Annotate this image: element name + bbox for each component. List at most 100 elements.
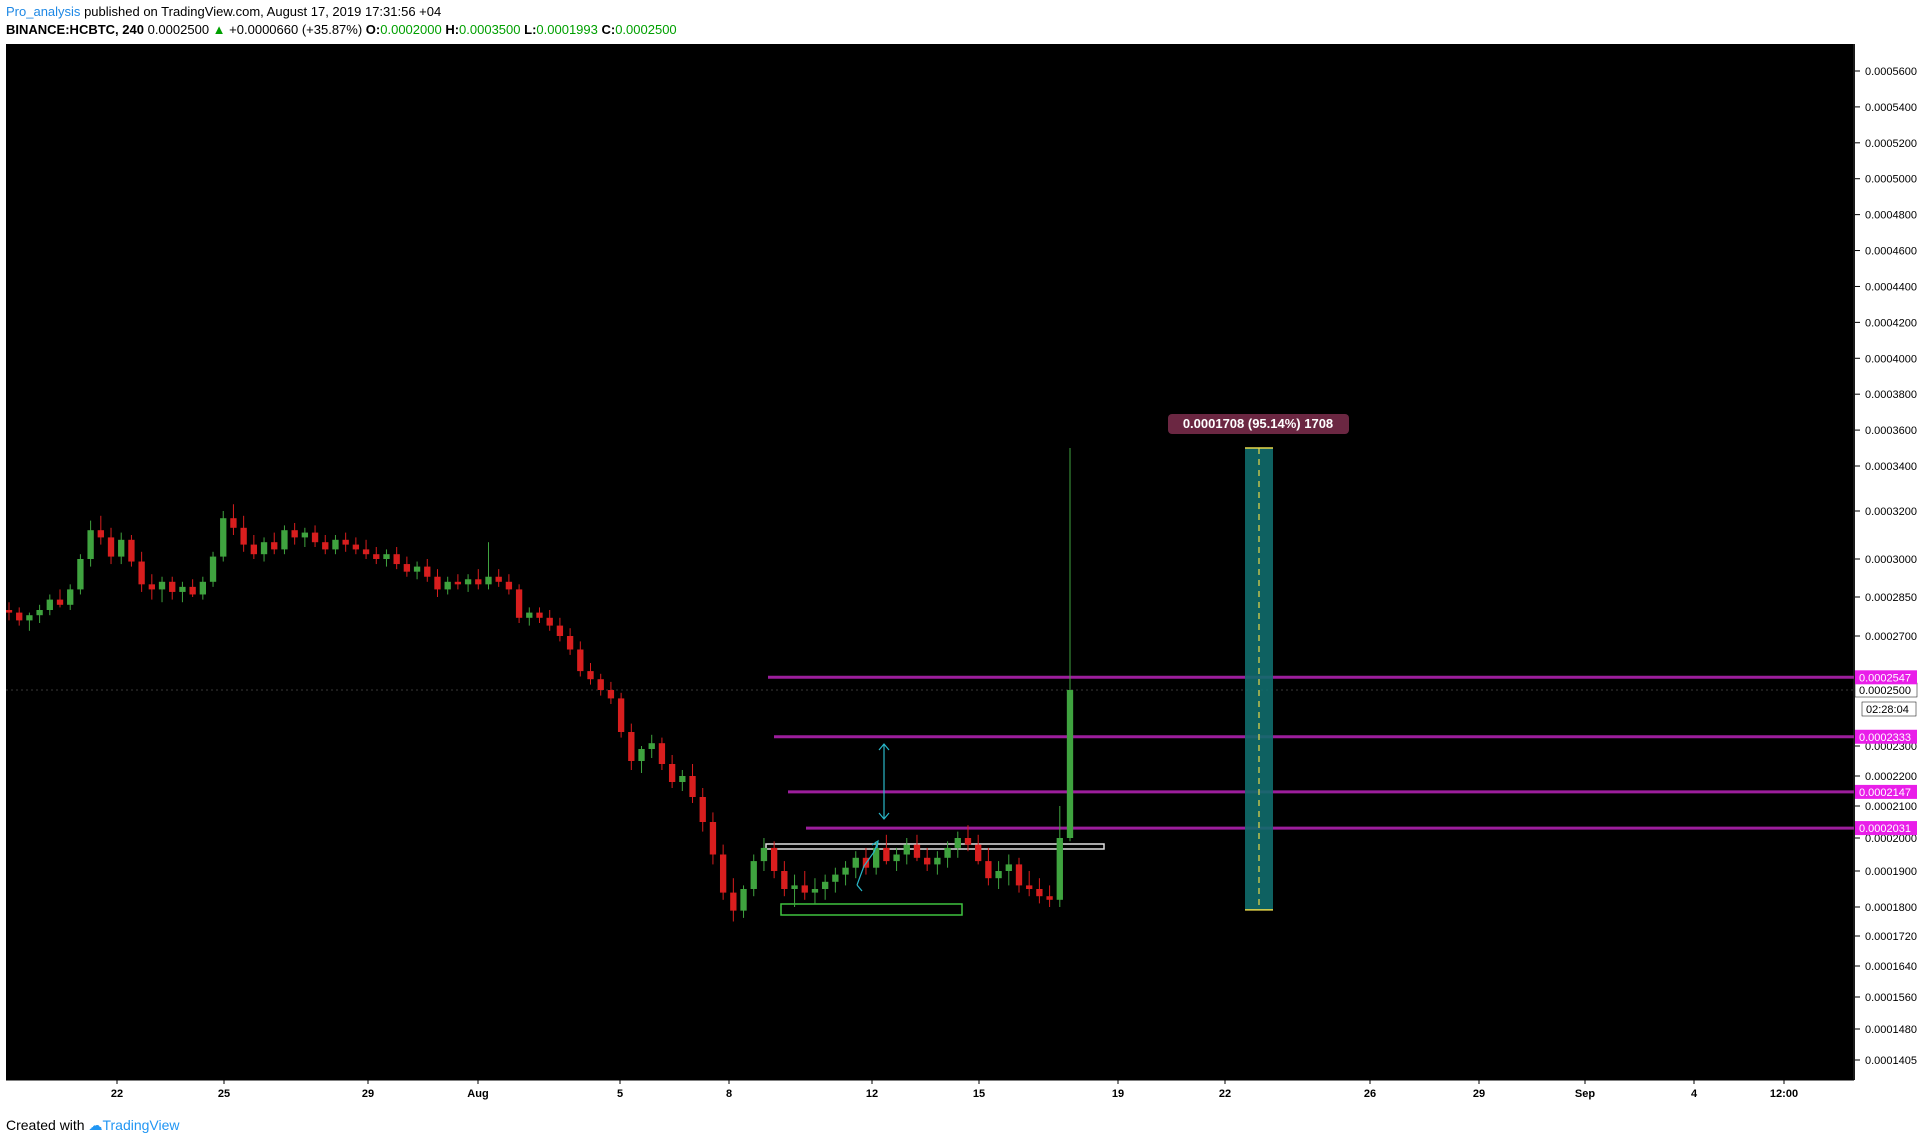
price-axis[interactable]: 0.0005600 0.0005400 0.0005200 0.0005000 0.00… bbox=[1853, 44, 1925, 1080]
price-tick-label: 0.0002850 bbox=[1865, 592, 1917, 604]
price-tick-label: 0.0003800 bbox=[1865, 389, 1917, 401]
candle-body bbox=[424, 566, 431, 577]
tradingview-link[interactable]: TradingView bbox=[102, 1117, 180, 1133]
candle bbox=[373, 547, 380, 565]
price-tick-label: 0.0001720 bbox=[1865, 931, 1917, 943]
candlestick-chart[interactable]: 0.0005600 0.0005400 0.0005200 0.0005000 0.00… bbox=[5, 44, 1925, 1106]
candle bbox=[332, 535, 339, 555]
candle-body bbox=[311, 532, 319, 543]
candle-body bbox=[597, 679, 604, 690]
candle-body bbox=[679, 776, 686, 782]
candle bbox=[169, 576, 176, 600]
time-tick-label: 8 bbox=[726, 1088, 732, 1100]
time-tick-label: 19 bbox=[1112, 1088, 1124, 1100]
candle bbox=[546, 610, 553, 631]
level-price-label: 0.0002547 bbox=[1859, 672, 1911, 684]
candle-body bbox=[607, 690, 615, 699]
candle bbox=[903, 838, 910, 865]
candle bbox=[617, 692, 625, 738]
time-axis[interactable]: 22 25 29 Aug 5 8 12 15 19 22 26 29 Sep 4 12:00 bbox=[6, 1079, 1924, 1106]
candle-body bbox=[383, 554, 390, 559]
candle-body bbox=[301, 532, 309, 538]
price-tick-label: 0.0001405 bbox=[1865, 1055, 1917, 1067]
candle bbox=[760, 838, 768, 871]
candle-body bbox=[689, 776, 696, 797]
candle-body bbox=[322, 542, 329, 550]
candle bbox=[689, 764, 696, 803]
double-arrow-down-head bbox=[878, 812, 890, 820]
candle bbox=[434, 569, 441, 597]
candle bbox=[658, 737, 666, 770]
price-tick-label: 0.0005600 bbox=[1865, 66, 1917, 78]
price-tick-label: 0.0005200 bbox=[1865, 138, 1917, 150]
candle bbox=[403, 556, 411, 577]
candle bbox=[281, 525, 288, 555]
candle bbox=[709, 812, 717, 865]
candle bbox=[107, 527, 115, 565]
candle-body bbox=[352, 544, 360, 550]
candle bbox=[485, 542, 492, 590]
candle-body bbox=[546, 617, 553, 626]
price-tick-label: 0.0002000 bbox=[1865, 833, 1917, 845]
candle-body bbox=[250, 544, 258, 555]
candle-body bbox=[373, 554, 380, 559]
symbol-label: BINANCE:HCBTC, 240 bbox=[6, 22, 144, 37]
candle bbox=[128, 535, 135, 567]
candle-body bbox=[628, 732, 635, 761]
level-price-badge bbox=[1855, 821, 1917, 836]
candle bbox=[1066, 448, 1074, 842]
price-tick-label: 0.0001480 bbox=[1865, 1024, 1917, 1036]
candle bbox=[67, 584, 74, 610]
candle bbox=[36, 604, 43, 623]
candle-body bbox=[281, 530, 288, 550]
author-link[interactable]: Pro_analysis bbox=[6, 4, 81, 19]
candle bbox=[668, 755, 676, 788]
price-axis-background bbox=[1855, 44, 1925, 1080]
time-tick-label: 25 bbox=[218, 1088, 230, 1100]
candle bbox=[138, 551, 145, 592]
candle bbox=[607, 681, 615, 704]
candle bbox=[413, 561, 421, 580]
candle-body bbox=[169, 581, 176, 592]
candle-body bbox=[26, 615, 33, 621]
time-tick-label: Sep bbox=[1575, 1088, 1595, 1100]
chart-area[interactable]: 0.0005600 0.0005400 0.0005200 0.0005000 0.00… bbox=[5, 44, 1925, 1106]
candle-body bbox=[118, 539, 125, 557]
candle bbox=[770, 841, 778, 879]
candle-body bbox=[87, 530, 94, 559]
candle-body bbox=[750, 861, 757, 889]
candle-body bbox=[1036, 889, 1043, 897]
candle bbox=[536, 607, 543, 623]
published-text: published on TradingView.com, August 17,… bbox=[84, 4, 442, 19]
candle bbox=[1005, 854, 1012, 886]
candle bbox=[811, 878, 819, 904]
time-tick-label: 5 bbox=[617, 1088, 623, 1100]
candle-body bbox=[342, 539, 349, 545]
price-tick-label: 0.0001640 bbox=[1865, 961, 1917, 973]
candle-body bbox=[536, 612, 543, 618]
candles bbox=[5, 448, 1074, 922]
candle-body bbox=[719, 854, 727, 893]
price-tick-label: 0.0005400 bbox=[1865, 102, 1917, 114]
candle-body bbox=[128, 539, 135, 562]
candle-body bbox=[179, 586, 186, 592]
candle-body bbox=[883, 847, 890, 862]
candle-body bbox=[770, 847, 778, 871]
candle-body bbox=[709, 822, 717, 855]
price-change: +0.0000660 (+35.87%) bbox=[229, 22, 363, 37]
low-key: L: bbox=[524, 22, 537, 37]
candle bbox=[842, 861, 849, 886]
candle bbox=[271, 532, 278, 555]
price-tick-label: 0.0003200 bbox=[1865, 506, 1917, 518]
candle-body bbox=[220, 518, 227, 557]
candle-body bbox=[291, 530, 298, 538]
time-tick-label: Aug bbox=[467, 1088, 488, 1100]
candle-body bbox=[107, 537, 115, 557]
last-price: 0.0002500 bbox=[147, 22, 210, 37]
candle bbox=[719, 844, 727, 900]
candle-body bbox=[566, 636, 574, 650]
price-tick-label: 0.0003400 bbox=[1865, 461, 1917, 473]
candle bbox=[944, 841, 951, 868]
candle-body bbox=[658, 743, 666, 764]
candle-body bbox=[760, 847, 768, 862]
